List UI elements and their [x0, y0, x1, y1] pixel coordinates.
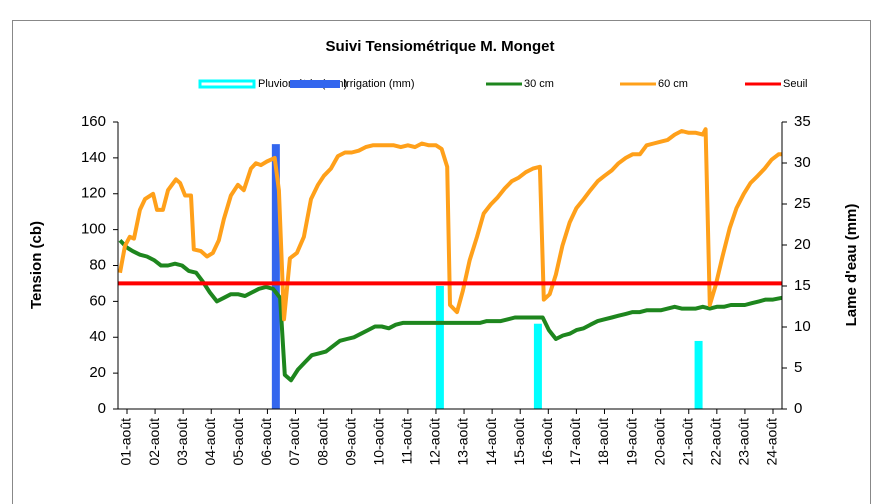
bar — [694, 340, 703, 409]
y-tick-label: 0 — [98, 400, 106, 417]
y2-tick-label: 0 — [794, 400, 802, 417]
x-tick-label: 04-août — [202, 418, 218, 466]
x-tick-label: 17-août — [567, 418, 583, 466]
y-tick-label: 100 — [81, 221, 106, 238]
y-tick-label: 60 — [89, 292, 106, 309]
bar — [271, 144, 280, 409]
bar — [435, 286, 444, 409]
bar — [533, 323, 542, 409]
y2-tick-label: 25 — [794, 195, 811, 212]
x-tick-label: 03-août — [174, 418, 190, 466]
y-tick-label: 160 — [81, 113, 106, 130]
x-tick-label: 05-août — [230, 418, 246, 466]
legend-label: 60 cm — [658, 78, 688, 90]
x-tick-label: 24-août — [764, 418, 780, 466]
x-tick-label: 16-août — [539, 418, 555, 466]
x-tick-label: 09-août — [342, 418, 358, 466]
y2-tick-label: 30 — [794, 154, 811, 171]
legend-swatch — [198, 79, 256, 89]
x-tick-label: 06-août — [258, 418, 274, 466]
y2-tick-label: 35 — [794, 113, 811, 130]
y2-tick-label: 5 — [794, 359, 802, 376]
x-tick-label: 11-août — [399, 418, 415, 465]
y-axis-title: Tension (cb) — [28, 221, 45, 309]
x-tick-label: 18-août — [595, 418, 611, 466]
y-tick-label: 20 — [89, 364, 106, 381]
x-tick-label: 19-août — [623, 418, 639, 466]
y2-tick-label: 15 — [794, 277, 811, 294]
chart-title: Suivi Tensiométrique M. Monget — [326, 38, 555, 55]
x-tick-label: 23-août — [736, 418, 752, 466]
x-tick-label: 02-août — [146, 418, 162, 466]
legend-label: Irrigation (mm) — [343, 78, 415, 90]
legend-swatch — [290, 80, 340, 88]
x-tick-label: 13-août — [455, 418, 471, 466]
legend-label: Seuil — [783, 78, 807, 90]
x-tick-label: 14-août — [483, 418, 499, 466]
x-tick-label: 12-août — [427, 418, 443, 466]
y2-tick-label: 20 — [794, 236, 811, 253]
y2-axis-title: Lame d'eau (mm) — [843, 204, 860, 327]
y-tick-label: 120 — [81, 185, 106, 202]
x-tick-label: 01-août — [118, 418, 134, 466]
line — [118, 127, 782, 322]
x-tick-label: 07-août — [286, 418, 302, 466]
line — [118, 239, 783, 383]
x-tick-label: 20-août — [651, 418, 667, 466]
x-tick-label: 22-août — [708, 418, 724, 466]
y-tick-label: 40 — [89, 328, 106, 345]
legend-label: 30 cm — [524, 78, 554, 90]
x-tick-label: 10-août — [370, 418, 386, 466]
x-tick-label: 21-août — [679, 418, 695, 466]
x-tick-label: 15-août — [511, 418, 527, 466]
y-tick-label: 140 — [81, 149, 106, 166]
y2-tick-label: 10 — [794, 318, 811, 335]
y-tick-label: 80 — [89, 256, 106, 273]
x-tick-label: 08-août — [314, 418, 330, 466]
